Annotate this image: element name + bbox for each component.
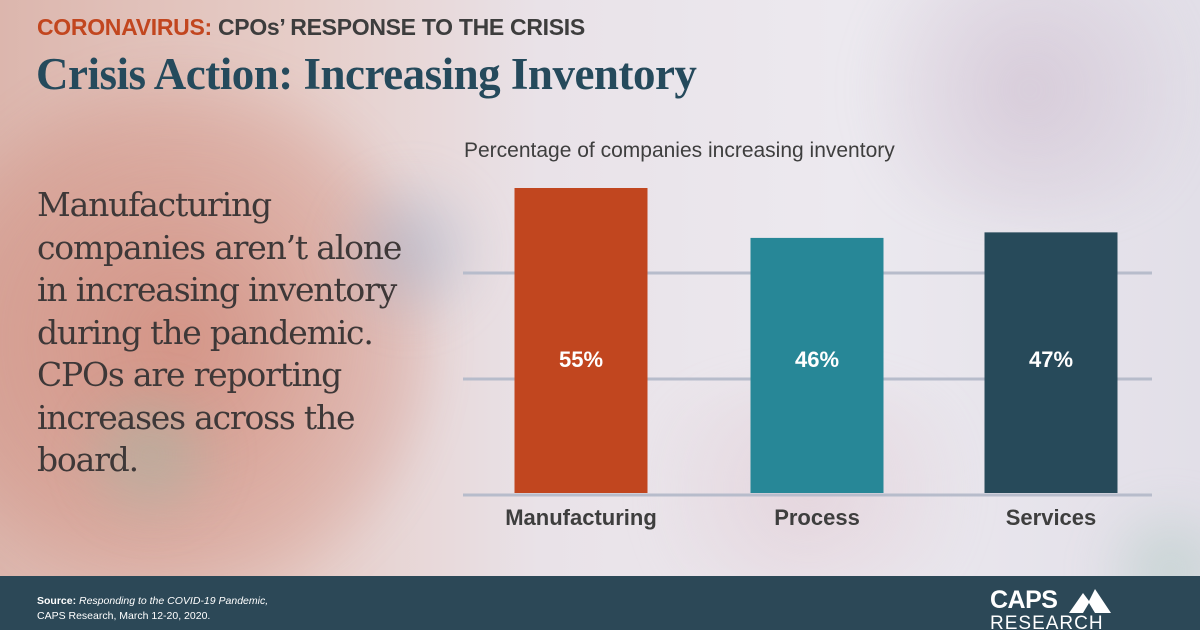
source-citation: Source: Responding to the COVID-19 Pande…	[37, 594, 268, 624]
source-title: Responding to the COVID-19 Pandemic,	[76, 595, 269, 607]
category-label-process: Process	[774, 505, 860, 530]
summary-text: Manufacturing companies aren’t alone in …	[37, 185, 402, 479]
kicker-rest: CPOs’ RESPONSE TO THE CRISIS	[211, 14, 585, 40]
page-title: Crisis Action: Increasing Inventory	[36, 49, 697, 99]
bar-manufacturing	[514, 188, 648, 493]
bar-chart: 55% Manufacturing 46% Process 47% Services	[463, 188, 1152, 530]
virus-background-image	[0, 0, 1200, 576]
source-label: Source:	[37, 595, 77, 607]
data-label-process: 46%	[795, 347, 839, 372]
data-label-manufacturing: 55%	[559, 347, 603, 372]
mountain-icon	[1069, 589, 1111, 613]
category-label-services: Services	[1006, 505, 1097, 530]
logo-caps-text: CAPS	[990, 586, 1058, 614]
bar-process	[750, 237, 884, 493]
chart-title: Percentage of companies increasing inven…	[464, 139, 895, 162]
caps-research-logo: CAPS RESEARCH	[990, 586, 1120, 630]
kicker-heading: CORONAVIRUS: CPOs’ RESPONSE TO THE CRISI…	[37, 14, 585, 41]
logo-research-text: RESEARCH	[990, 613, 1104, 630]
source-details: CAPS Research, March 12-20, 2020.	[37, 610, 211, 622]
footer-bar	[0, 576, 1200, 630]
bar-services	[984, 232, 1118, 493]
kicker-accent: CORONAVIRUS:	[37, 14, 212, 40]
data-label-services: 47%	[1029, 347, 1073, 372]
category-label-manufacturing: Manufacturing	[505, 505, 657, 530]
